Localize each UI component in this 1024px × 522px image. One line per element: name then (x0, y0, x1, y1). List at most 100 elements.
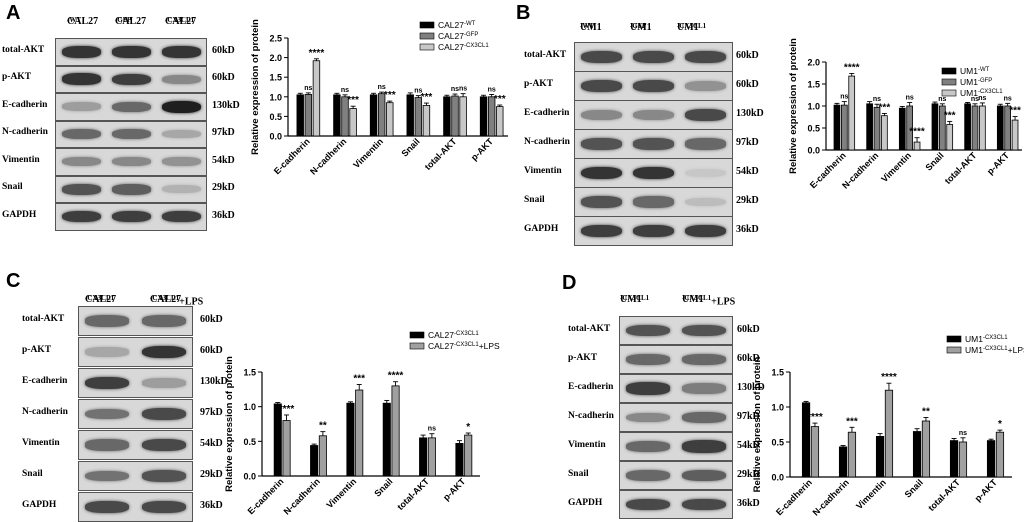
blot-band (633, 224, 674, 238)
blot-band (85, 408, 130, 420)
lane-header: UM1 -CX3CL1 (620, 294, 649, 307)
blot-band (685, 224, 727, 238)
lane-base: CAL27 (67, 16, 99, 27)
molecular-weight-label: 60kD (736, 79, 759, 90)
blot-band (626, 470, 670, 481)
blot-band (633, 50, 674, 64)
lane-superscript: -GFP (630, 22, 647, 30)
lane-header: CAL27 -GFP (115, 16, 146, 29)
x-tick-label: E-cadherin (272, 136, 312, 176)
x-tick-label: p-AKT (469, 136, 496, 163)
blot-row-label: Snail (524, 195, 545, 205)
blot-row-label: p-AKT (2, 72, 32, 83)
panel-label: B (516, 2, 531, 24)
blot-strip (78, 430, 193, 460)
blot-band (111, 211, 151, 223)
legend-label: CAL27-CX3CL1 (428, 330, 479, 340)
blot-band (580, 224, 622, 238)
x-tick-label: p-AKT (441, 476, 468, 503)
blot-band (161, 74, 201, 84)
bar (443, 96, 451, 137)
lane-base: UM1 (682, 294, 704, 305)
bar (391, 385, 400, 477)
legend-superscript: -GFP (464, 32, 478, 38)
legend-superscript: -CX3CL1 (983, 346, 1008, 352)
x-tick-label: total-AKT (395, 476, 431, 512)
blot-band (161, 45, 201, 58)
lane-superscript: -CX3CL1 (165, 16, 195, 24)
molecular-weight-label: 97kD (737, 410, 760, 422)
bar (459, 96, 467, 137)
significance-label: *** (353, 373, 365, 384)
legend-swatch (941, 89, 957, 97)
significance-label: ns (304, 85, 312, 92)
bar (971, 105, 979, 151)
molecular-weight-label: 97kD (212, 127, 235, 139)
legend-swatch (419, 21, 435, 29)
bar (912, 431, 922, 478)
blot-strip (574, 216, 733, 246)
lane-header: CAL27 -WT (67, 16, 98, 29)
blot-strip (55, 93, 207, 121)
y-tick-label: 1.5 (807, 80, 820, 90)
bar (419, 437, 428, 477)
blot-band (85, 500, 130, 514)
bar (333, 94, 341, 137)
blot-row-label: N-cadherin (22, 407, 68, 417)
significance-label: ns (428, 426, 436, 433)
molecular-weight-label: 29kD (736, 195, 759, 206)
significance-label: *** (347, 95, 359, 106)
molecular-weight-label: 60kD (212, 44, 235, 56)
bar (349, 108, 357, 137)
lane-base: UM1 (677, 22, 699, 33)
blot-band (682, 412, 726, 423)
bar (921, 420, 931, 478)
x-tick-label: total-AKT (423, 136, 459, 172)
legend-label: UM1-CX3CL1 (965, 334, 1008, 344)
bar (995, 431, 1005, 478)
lane-header: UM1 -GFP (630, 22, 652, 35)
blot-band (85, 315, 130, 327)
significance-label: ns (459, 86, 467, 93)
blot-band (61, 157, 101, 167)
blot-band (685, 50, 727, 64)
blot-band (580, 166, 622, 180)
blot-band (626, 382, 670, 395)
blot-band (61, 73, 101, 86)
blot-band (633, 79, 674, 93)
bar (414, 97, 423, 137)
legend-suffix: +LPS (479, 341, 500, 351)
panel-a: A CAL27 -WT CAL27 -GFP CAL27 -CX3CL1 total-AKT 6… (0, 0, 512, 258)
legend-base: CAL27 (428, 330, 454, 340)
legend-superscript: -CX3CL1 (978, 89, 1003, 95)
blot-strip (619, 316, 733, 345)
y-tick-label: 1.0 (243, 402, 256, 412)
significance-label: ns (488, 86, 496, 93)
bar-chart: 0.0 0.5 1.0 1.5 2.0 2.5 Relative expression of… (250, 19, 508, 177)
blot-band (626, 324, 670, 337)
significance-label: *** (944, 110, 956, 121)
bar (986, 440, 996, 478)
panel-c: C CAL27 -CX3CL1 CAL27 -CX3CL1+LPS total-AKT 60… (0, 258, 512, 522)
significance-label: *** (384, 90, 396, 101)
bar (451, 95, 459, 137)
significance-label: **** (388, 371, 404, 382)
y-axis-label: Relative expression of protein (250, 19, 261, 155)
significance-label: ns (978, 95, 986, 102)
legend-base: CAL27 (438, 20, 464, 30)
significance-label: ns (378, 84, 386, 91)
legend-label: UM1-CX3CL1 (960, 88, 1003, 98)
bar (847, 431, 857, 478)
y-axis-label: Relative expression of protein (224, 356, 235, 492)
significance-label: *** (494, 94, 506, 105)
bar (355, 389, 364, 477)
lane-header: CAL27 -CX3CL1+LPS (150, 294, 203, 307)
bar (386, 102, 394, 137)
bar (427, 437, 436, 477)
lane-superscript: -CX3CL1 (85, 294, 115, 302)
blot-band (111, 45, 151, 58)
blot-band (161, 130, 201, 139)
bar (881, 115, 888, 151)
bar (866, 103, 873, 151)
legend-swatch (941, 78, 957, 86)
